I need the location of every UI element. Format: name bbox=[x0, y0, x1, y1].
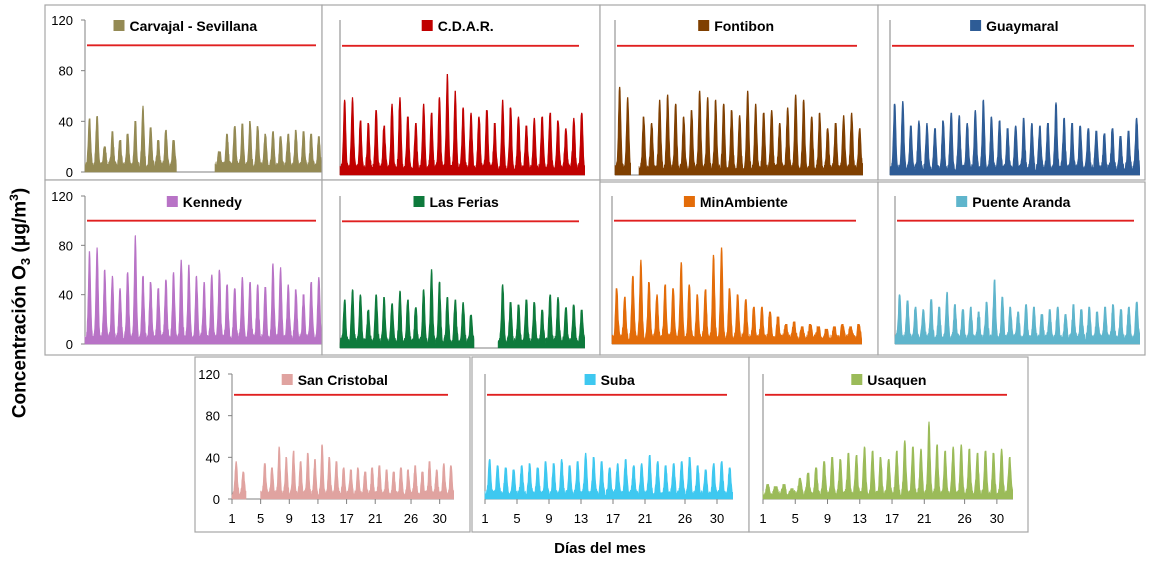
panel-carvajal-sevillana: 0 40 80 120 Carvajal - Sevillana bbox=[44, 4, 323, 181]
y-tick-label: 0 bbox=[66, 165, 73, 180]
y-tick-label: 120 bbox=[51, 189, 73, 204]
x-tick-label: 9 bbox=[824, 511, 831, 526]
panel-c-d-a-r-: C.D.A.R. bbox=[321, 4, 601, 181]
x-tick-label: 17 bbox=[885, 511, 899, 526]
x-tick-label: 26 bbox=[678, 511, 692, 526]
panel-title: Guaymaral bbox=[986, 18, 1058, 34]
legend-swatch bbox=[166, 196, 178, 207]
series-area-segment bbox=[84, 105, 177, 173]
y-tick-label: 0 bbox=[66, 337, 73, 352]
panel-minambiente: MinAmbiente bbox=[599, 181, 879, 356]
x-tick-label: 17 bbox=[339, 511, 353, 526]
series-area-segment bbox=[638, 90, 863, 176]
x-tick-label: 5 bbox=[257, 511, 264, 526]
x-tick-label: 26 bbox=[404, 511, 418, 526]
y-tick-label: 40 bbox=[59, 288, 73, 303]
x-tick-label: 30 bbox=[432, 511, 446, 526]
panel-title: C.D.A.R. bbox=[438, 18, 494, 34]
legend-swatch bbox=[956, 196, 968, 207]
x-tick-label: 9 bbox=[286, 511, 293, 526]
series-area-segment bbox=[214, 121, 322, 173]
panel-fontibon: Fontibon bbox=[599, 4, 879, 181]
legend-swatch bbox=[421, 20, 433, 31]
y-tick-label: 40 bbox=[59, 114, 73, 129]
series-area-segment bbox=[339, 269, 475, 349]
legend-swatch bbox=[970, 20, 982, 31]
x-tick-label: 1 bbox=[759, 511, 766, 526]
panel-usaquen: 1 5 9 13 17 21 26 30 Usaquen bbox=[748, 356, 1029, 533]
panel-puente-aranda: Puente Aranda bbox=[877, 181, 1146, 356]
series-area-segment bbox=[894, 279, 1140, 345]
panel-title: Puente Aranda bbox=[972, 194, 1070, 210]
x-axis-title: Días del mes bbox=[554, 540, 646, 557]
x-tick-label: 26 bbox=[957, 511, 971, 526]
panel-title: San Cristobal bbox=[298, 372, 388, 388]
x-tick-label: 5 bbox=[792, 511, 799, 526]
x-tick-label: 13 bbox=[574, 511, 588, 526]
x-tick-label: 1 bbox=[228, 511, 235, 526]
x-tick-label: 17 bbox=[606, 511, 620, 526]
x-tick-label: 21 bbox=[368, 511, 382, 526]
legend-swatch bbox=[683, 196, 695, 207]
x-tick-label: 13 bbox=[853, 511, 867, 526]
series-area-segment bbox=[260, 444, 454, 500]
series-area-segment bbox=[84, 235, 322, 345]
panel-frame bbox=[471, 356, 750, 533]
y-tick-label: 40 bbox=[206, 450, 220, 465]
panel-title: Kennedy bbox=[183, 194, 242, 210]
series-area-segment bbox=[231, 461, 247, 500]
y-tick-label: 0 bbox=[213, 492, 220, 507]
x-tick-label: 1 bbox=[481, 511, 488, 526]
y-tick-label: 80 bbox=[59, 238, 73, 253]
panel-suba: 1 5 9 13 17 21 26 30 Suba bbox=[471, 356, 750, 533]
legend-swatch bbox=[584, 374, 596, 385]
series-area-segment bbox=[497, 284, 585, 349]
panel-kennedy: 0 40 80 120 Kennedy bbox=[44, 179, 323, 356]
panel-las-ferias: Las Ferias bbox=[321, 179, 601, 356]
panel-title: Las Ferias bbox=[430, 194, 499, 210]
series-area-segment bbox=[611, 247, 862, 345]
x-tick-label: 30 bbox=[990, 511, 1004, 526]
y-tick-label: 80 bbox=[206, 409, 220, 424]
x-tick-label: 5 bbox=[513, 511, 520, 526]
legend-swatch bbox=[698, 20, 710, 31]
legend-swatch bbox=[113, 20, 125, 31]
y-tick-label: 80 bbox=[59, 64, 73, 79]
legend-swatch bbox=[413, 196, 425, 207]
panel-title: Usaquen bbox=[867, 372, 926, 388]
panel-title: MinAmbiente bbox=[700, 194, 788, 210]
series-area-segment bbox=[339, 74, 585, 176]
panel-san-cristobal: 0 40 80 120 1 5 9 13 17 21 26 30 San Cristobal bbox=[194, 356, 471, 533]
x-tick-label: 21 bbox=[917, 511, 931, 526]
legend-swatch bbox=[851, 374, 863, 385]
y-tick-label: 120 bbox=[51, 13, 73, 28]
y-tick-label: 120 bbox=[198, 367, 220, 382]
x-tick-label: 13 bbox=[311, 511, 325, 526]
series-area-segment bbox=[889, 99, 1140, 176]
x-tick-label: 30 bbox=[710, 511, 724, 526]
panel-frame bbox=[194, 356, 471, 533]
legend-swatch bbox=[281, 374, 293, 385]
x-tick-label: 21 bbox=[638, 511, 652, 526]
panel-title: Fontibon bbox=[714, 18, 774, 34]
panel-title: Carvajal - Sevillana bbox=[130, 18, 258, 34]
series-area-segment bbox=[762, 421, 1013, 500]
panel-guaymaral: Guaymaral bbox=[877, 4, 1146, 181]
panel-frame bbox=[877, 4, 1146, 181]
x-tick-label: 9 bbox=[545, 511, 552, 526]
series-area-segment bbox=[484, 452, 733, 500]
series-area-segment bbox=[614, 86, 631, 176]
panel-title: Suba bbox=[601, 372, 635, 388]
